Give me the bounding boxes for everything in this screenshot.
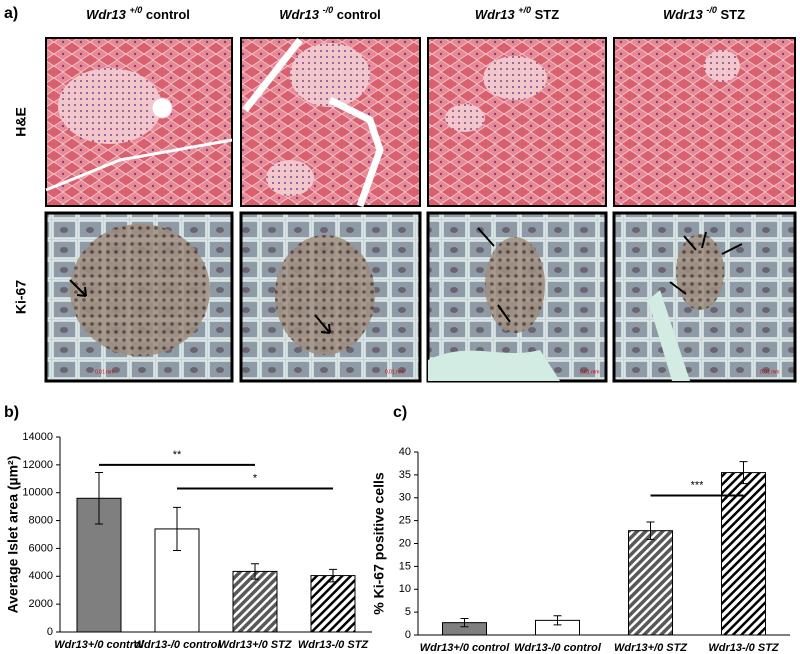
x-tick-label: Wdr13+/0 STZ — [218, 639, 292, 651]
y-tick-label: 20 — [399, 537, 411, 549]
x-tick-label: Wdr13-/0 control — [134, 639, 222, 651]
y-tick-label: 35 — [399, 469, 411, 481]
bar — [628, 530, 673, 636]
y-tick-label: 25 — [399, 515, 411, 527]
row-label: Ki-67 — [13, 280, 29, 314]
panel-label: b) — [4, 404, 19, 421]
significance-label: ** — [173, 449, 182, 461]
arrow — [669, 231, 743, 295]
arrowhead — [76, 286, 87, 297]
scale-bar: 0.01 mm — [760, 369, 779, 375]
bar — [232, 570, 278, 633]
y-tick-label: 4000 — [29, 570, 53, 582]
column-header: Wdr13 -/0 STZ — [663, 2, 745, 22]
error-bar — [646, 521, 655, 540]
row-label: H&E — [13, 107, 29, 137]
scale-bar: 0.01 mm — [95, 369, 114, 375]
gap — [428, 350, 560, 381]
y-tick-label: 15 — [399, 560, 411, 572]
y-tick-label: 0 — [47, 626, 53, 638]
column-header: Wdr13 +/0 STZ — [475, 2, 559, 22]
x-tick-label: Wdr13+/0 STZ — [614, 642, 688, 654]
islet — [70, 224, 210, 356]
y-tick-label: 8000 — [29, 514, 53, 526]
scale-bar: 0.01 mm — [385, 369, 404, 375]
x-tick-label: Wdr13-/0 STZ — [708, 642, 780, 654]
islet — [58, 68, 162, 144]
error-bar — [329, 568, 337, 583]
islet — [266, 160, 314, 196]
y-tick-label: 6000 — [29, 542, 53, 554]
panel-label: a) — [4, 5, 18, 22]
islet — [483, 56, 547, 100]
islet — [445, 104, 485, 132]
vessel — [151, 97, 173, 119]
y-tick-label: 10 — [399, 583, 411, 595]
arrow — [314, 314, 331, 334]
y-tick-label: 12000 — [22, 459, 53, 471]
arrow — [69, 279, 87, 297]
bar — [721, 472, 766, 636]
he-micrographs — [45, 37, 796, 208]
arrow — [477, 227, 511, 323]
error-bar — [251, 563, 259, 580]
column-header: Wdr13 -/0 control — [279, 2, 381, 22]
bar — [310, 575, 356, 633]
x-tick-label: Wdr13+/0 control — [54, 639, 144, 651]
error-bar — [460, 618, 469, 628]
y-tick-label: 30 — [399, 492, 411, 504]
panel-label: c) — [393, 404, 407, 421]
significance-label: *** — [691, 479, 705, 491]
ki67-micrographs: 0.01 mm 0.01 mm 0.01 mm 0.01 mm — [44, 211, 797, 383]
gap — [648, 290, 690, 381]
gap — [45, 138, 233, 192]
y-tick-label: 14000 — [22, 431, 53, 443]
islet — [485, 237, 545, 333]
y-tick-label: 10000 — [22, 487, 53, 499]
column-headers: Wdr13 +/0 control Wdr13 -/0 control Wdr1… — [86, 2, 745, 22]
y-axis-label: % Ki-67 positive cells — [371, 472, 387, 615]
islet — [290, 43, 370, 107]
x-tick-label: Wdr13-/0 control — [514, 642, 602, 654]
y-tick-label: 0 — [405, 629, 411, 641]
islet — [676, 234, 724, 310]
error-bar — [95, 472, 103, 525]
column-header: Wdr13 +/0 control — [86, 2, 190, 22]
x-tick-label: Wdr13+/0 control — [420, 642, 510, 654]
gap — [242, 37, 384, 208]
arrowhead — [320, 323, 331, 334]
y-tick-label: 2000 — [29, 598, 53, 610]
y-axis-label: Average Islet area (µm²) — [5, 456, 21, 614]
significance-label: * — [253, 472, 258, 484]
y-tick-label: 40 — [399, 446, 411, 458]
islet — [275, 235, 375, 355]
error-bar — [173, 506, 181, 552]
error-bar — [553, 615, 562, 626]
islet — [704, 50, 740, 82]
scale-bar: 0.01 mm — [580, 369, 599, 375]
error-bar — [739, 461, 748, 485]
y-tick-label: 5 — [405, 606, 411, 618]
x-tick-label: Wdr13-/0 STZ — [298, 639, 370, 651]
